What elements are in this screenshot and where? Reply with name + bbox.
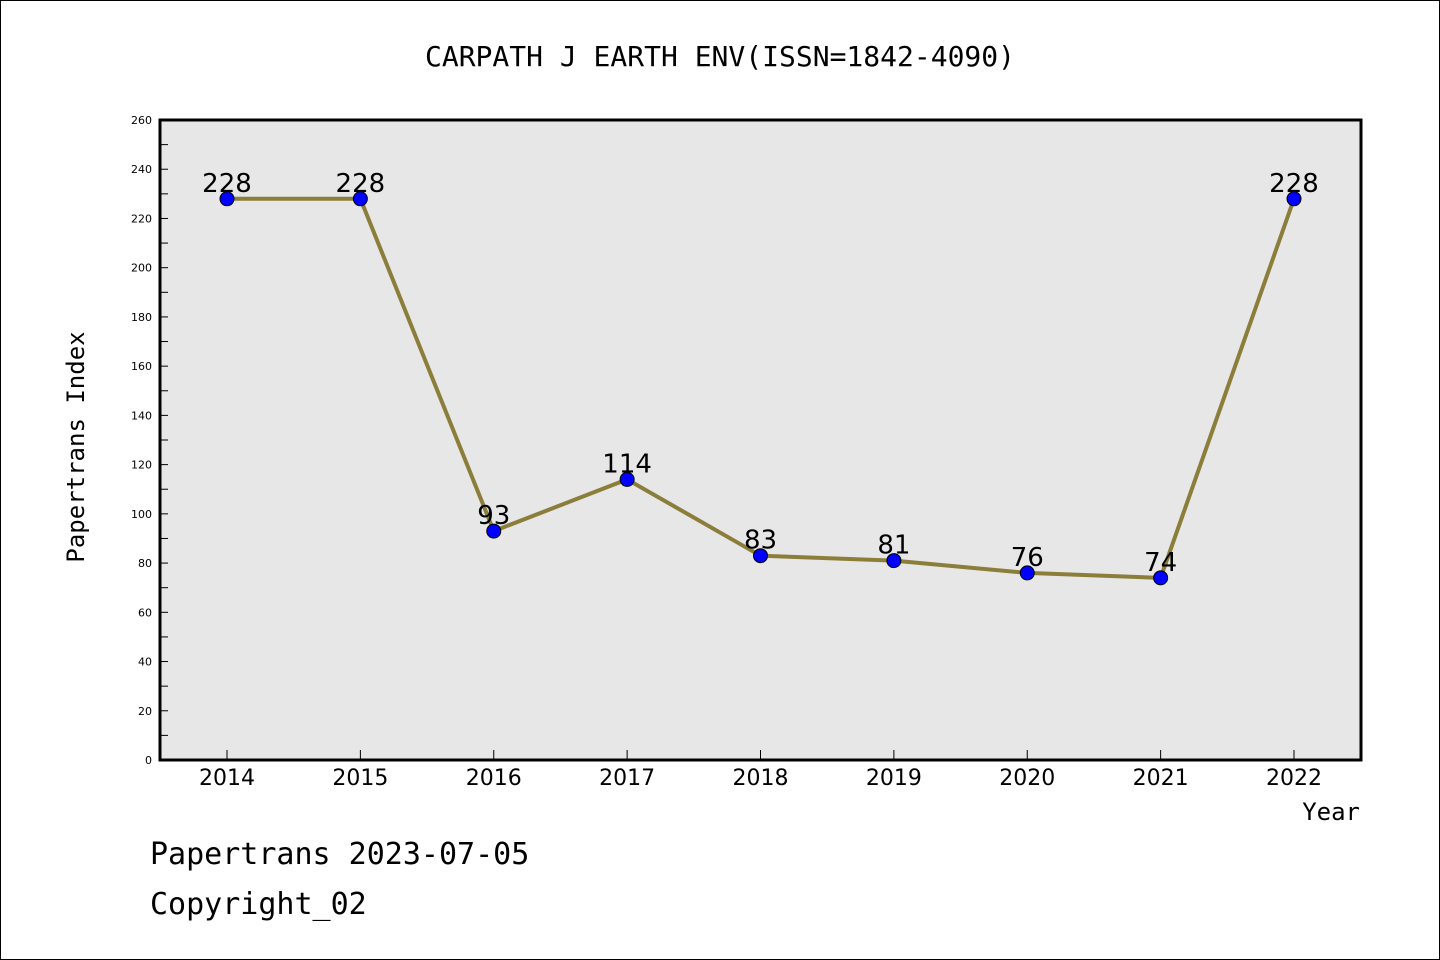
y-tick-label: 60 — [138, 606, 152, 619]
data-label: 228 — [1269, 169, 1319, 199]
y-tick-label: 240 — [131, 163, 152, 176]
y-tick-label: 0 — [145, 754, 152, 767]
x-tick-label: 2015 — [332, 766, 388, 791]
data-labels: 228 228 93 114 83 81 76 74 228 — [202, 169, 1319, 578]
data-point — [1019, 565, 1035, 581]
data-point — [486, 523, 502, 539]
data-label: 83 — [744, 526, 777, 556]
y-tick-label: 160 — [131, 360, 152, 373]
y-tick-label: 20 — [138, 705, 152, 718]
y-tick-label: 80 — [138, 557, 152, 570]
data-label: 228 — [336, 169, 386, 199]
x-tick-label: 2018 — [733, 766, 789, 791]
footer-date: Papertrans 2023-07-05 — [150, 837, 529, 872]
data-point — [1286, 191, 1302, 207]
data-point — [619, 471, 635, 487]
x-tick-label: 2014 — [199, 766, 255, 791]
x-tick-label: 2021 — [1133, 766, 1189, 791]
data-point — [352, 191, 368, 207]
y-tick-label: 260 — [131, 114, 152, 127]
data-label: 228 — [202, 169, 252, 199]
data-label: 81 — [877, 531, 910, 561]
y-axis: 0 20 40 60 80 100 120 140 160 180 200 220 240 260 — [131, 114, 168, 767]
data-label: 114 — [602, 449, 652, 479]
plot-area — [158, 118, 1363, 762]
x-axis-label: Year — [1302, 798, 1360, 826]
data-label: 93 — [477, 501, 510, 531]
x-tick-label: 2017 — [599, 766, 655, 791]
data-point — [886, 553, 902, 569]
y-tick-label: 120 — [131, 459, 152, 472]
y-tick-label: 200 — [131, 262, 152, 275]
x-tick-label: 2020 — [999, 766, 1055, 791]
y-tick-label: 100 — [131, 508, 152, 521]
footer-copyright: Copyright_02 — [150, 887, 367, 922]
y-axis-label: Papertrans Index — [62, 331, 90, 562]
data-point — [1153, 570, 1169, 586]
y-tick-label: 140 — [131, 409, 152, 422]
x-tick-label: 2022 — [1266, 766, 1322, 791]
data-point — [219, 191, 235, 207]
y-tick-label: 40 — [138, 656, 152, 669]
series-group — [219, 191, 1302, 586]
y-tick-label: 220 — [131, 212, 152, 225]
chart-title: CARPATH J EARTH ENV(ISSN=1842-4090) — [425, 40, 1015, 73]
data-point — [753, 548, 768, 564]
data-label: 74 — [1144, 548, 1177, 578]
x-tick-label: 2016 — [466, 766, 522, 791]
x-axis: 2014 2015 2016 2017 2018 2019 2020 2021 2022 — [199, 750, 1322, 791]
data-label: 76 — [1011, 543, 1044, 573]
x-tick-label: 2019 — [866, 766, 922, 791]
y-tick-label: 180 — [131, 311, 152, 324]
